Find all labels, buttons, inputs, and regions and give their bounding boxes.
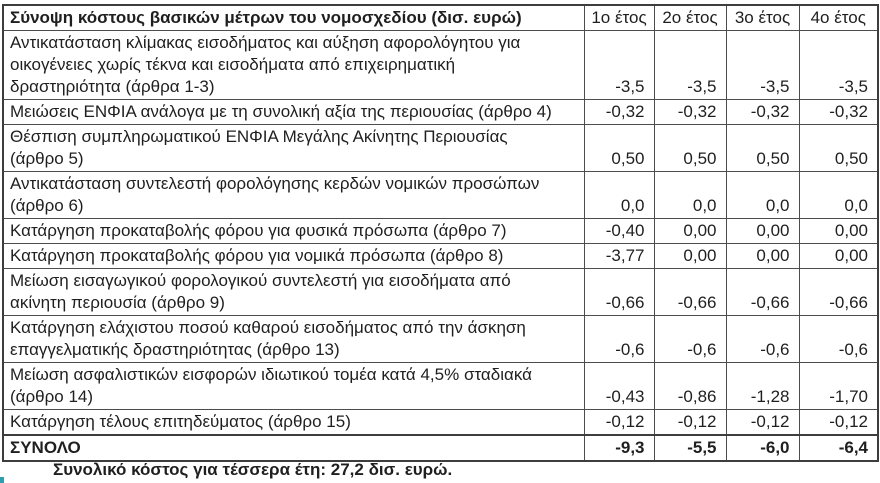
value-cell-year3: -0,66: [725, 268, 800, 316]
total-value-year4: -6,4: [798, 434, 879, 462]
table-row: Θέσπιση συμπληρωματικού ΕΝΦΙΑ Μεγάλης Ακ…: [2, 124, 879, 172]
value-cell-year1: -0,40: [583, 218, 655, 244]
table-row: Αντικατάσταση κλίμακας εισοδήματος και α…: [2, 30, 879, 100]
corner-mark: [0, 477, 4, 483]
value-cell-year3: -0,6: [725, 315, 800, 363]
value-cell-year1: -0,6: [583, 315, 655, 363]
table-row: Κατάργηση προκαταβολής φόρου για φυσικά …: [2, 218, 879, 244]
measure-label: Κατάργηση τέλους επιτηδεύματος (άρθρο 15…: [2, 409, 585, 436]
value-cell-year2: 0,0: [653, 171, 727, 219]
value-cell-year3: 0,50: [725, 124, 800, 172]
value-cell-year3: 0,00: [725, 243, 800, 269]
value-cell-year3: 0,0: [725, 171, 800, 219]
value-cell-year1: -0,32: [583, 99, 655, 125]
table-body: Αντικατάσταση κλίμακας εισοδήματος και α…: [2, 30, 879, 436]
value-cell-year1: 0,50: [583, 124, 655, 172]
value-cell-year4: -0,12: [798, 409, 879, 436]
value-cell-year1: -0,66: [583, 268, 655, 316]
measure-label: Κατάργηση ελάχιστου ποσού καθαρού εισοδή…: [2, 315, 585, 363]
measure-label: Κατάργηση προκαταβολής φόρου για νομικά …: [2, 243, 585, 269]
value-cell-year1: -3,5: [583, 30, 655, 100]
value-cell-year2: -3,5: [653, 30, 727, 100]
value-cell-year2: 0,50: [653, 124, 727, 172]
cost-summary-table: Σύνοψη κόστους βασικών μέτρων του νομοσχ…: [2, 4, 879, 462]
measure-label: Κατάργηση προκαταβολής φόρου για φυσικά …: [2, 218, 585, 244]
value-cell-year4: 0,50: [798, 124, 879, 172]
measure-label: Μείωση εισαγωγικού φορολογικού συντελεστ…: [2, 268, 585, 316]
value-cell-year4: -1,70: [798, 362, 879, 410]
value-cell-year1: -3,77: [583, 243, 655, 269]
value-cell-year3: 0,00: [725, 218, 800, 244]
value-cell-year2: 0,00: [653, 218, 727, 244]
value-cell-year4: -0,32: [798, 99, 879, 125]
measure-label: Αντικατάσταση συντελεστή φορολόγησης κερ…: [2, 171, 585, 219]
column-header-year4: 4ο έτος: [798, 4, 879, 31]
table-row: Κατάργηση προκαταβολής φόρου για νομικά …: [2, 243, 879, 269]
column-header-year3: 3ο έτος: [725, 4, 800, 31]
value-cell-year4: -0,6: [798, 315, 879, 363]
value-cell-year2: -0,66: [653, 268, 727, 316]
table-header-row: Σύνοψη κόστους βασικών μέτρων του νομοσχ…: [2, 4, 879, 31]
total-value-year3: -6,0: [725, 434, 800, 462]
total-label: ΣΥΝΟΛΟ: [2, 434, 585, 462]
measure-label: Μείωση ασφαλιστικών εισφορών ιδιωτικού τ…: [2, 362, 585, 410]
value-cell-year2: -0,6: [653, 315, 727, 363]
value-cell-year3: -1,28: [725, 362, 800, 410]
measure-label: Θέσπιση συμπληρωματικού ΕΝΦΙΑ Μεγάλης Ακ…: [2, 124, 585, 172]
column-header-year1: 1ο έτος: [583, 4, 655, 31]
table-row: Μείωση ασφαλιστικών εισφορών ιδιωτικού τ…: [2, 362, 879, 410]
total-row: ΣΥΝΟΛΟ -9,3 -5,5 -6,0 -6,4: [2, 434, 879, 462]
total-cost-caption: Συνολικό κόστος για τέσσερα έτη: 27,2 δι…: [53, 460, 453, 479]
value-cell-year3: -3,5: [725, 30, 800, 100]
value-cell-year4: -0,66: [798, 268, 879, 316]
value-cell-year4: 0,00: [798, 218, 879, 244]
value-cell-year2: 0,00: [653, 243, 727, 269]
value-cell-year4: -3,5: [798, 30, 879, 100]
measure-label: Αντικατάσταση κλίμακας εισοδήματος και α…: [2, 30, 585, 100]
table-row: Μειώσεις ΕΝΦΙΑ ανάλογα με τη συνολική αξ…: [2, 99, 879, 125]
value-cell-year2: -0,32: [653, 99, 727, 125]
value-cell-year2: -0,86: [653, 362, 727, 410]
value-cell-year4: 0,00: [798, 243, 879, 269]
table-row: Κατάργηση ελάχιστου ποσού καθαρού εισοδή…: [2, 315, 879, 363]
value-cell-year1: 0,0: [583, 171, 655, 219]
value-cell-year1: -0,43: [583, 362, 655, 410]
total-value-year1: -9,3: [583, 434, 655, 462]
value-cell-year4: 0,0: [798, 171, 879, 219]
table-row: Αντικατάσταση συντελεστή φορολόγησης κερ…: [2, 171, 879, 219]
column-header-year2: 2ο έτος: [653, 4, 727, 31]
table-row: Μείωση εισαγωγικού φορολογικού συντελεστ…: [2, 268, 879, 316]
value-cell-year3: -0,32: [725, 99, 800, 125]
table-title: Σύνοψη κόστους βασικών μέτρων του νομοσχ…: [2, 4, 585, 31]
total-value-year2: -5,5: [653, 434, 727, 462]
value-cell-year3: -0,12: [725, 409, 800, 436]
measure-label: Μειώσεις ΕΝΦΙΑ ανάλογα με τη συνολική αξ…: [2, 99, 585, 125]
value-cell-year2: -0,12: [653, 409, 727, 436]
value-cell-year1: -0,12: [583, 409, 655, 436]
table-row: Κατάργηση τέλους επιτηδεύματος (άρθρο 15…: [2, 409, 879, 436]
